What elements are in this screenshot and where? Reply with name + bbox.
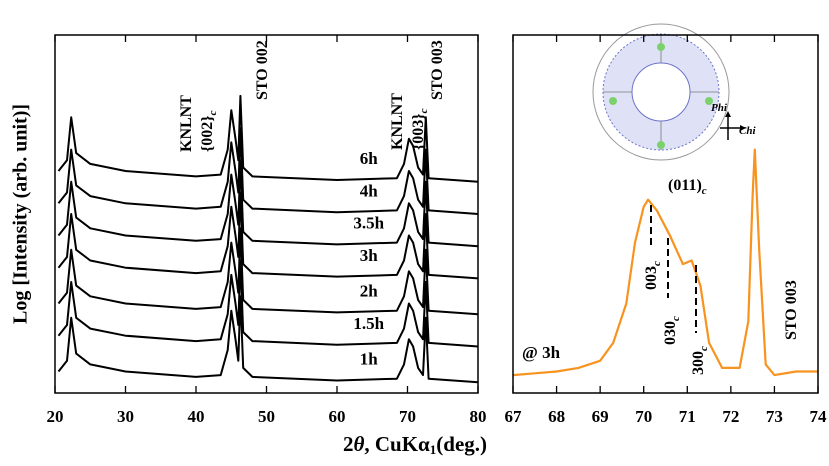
annotation: 003c (643, 261, 663, 290)
annotation-text: KNLNT (389, 93, 406, 150)
y-axis-title: Log [Intensity (arb. unit)] (10, 104, 32, 324)
x-tick-label: 40 (188, 407, 205, 426)
series-label: @ 3h (522, 343, 561, 362)
annotation-text: (011) (668, 177, 702, 194)
annotation: Chi (739, 125, 756, 137)
annotation-sub: c (418, 108, 430, 113)
x-axis-title-part: (deg.) (436, 432, 487, 456)
annotation: KNLNT (178, 95, 195, 152)
annotation-text: {002} (199, 115, 216, 152)
annotation: {003}c (410, 108, 430, 150)
annotation: 300c (690, 346, 710, 375)
annotation-text: 030 (662, 321, 679, 345)
annotation: Phi (711, 102, 728, 114)
x-tick-label: 68 (548, 407, 565, 426)
x-tick-label: 50 (258, 407, 275, 426)
series-label: 4h (360, 181, 379, 200)
x-axis-title: 2θ, CuKα1(deg.) (343, 432, 487, 457)
annotation-sub: c (702, 185, 707, 197)
series-label: 1.5h (353, 314, 384, 333)
annotation: {002}c (199, 110, 219, 152)
annotation-text: Phi (711, 102, 728, 114)
annotation: STO 002 (254, 40, 271, 100)
annotation-text: 300 (690, 351, 707, 375)
figure: 1h1.5h2h3h3.5h4h6h20304050607080KNLNT{00… (0, 0, 829, 466)
x-tick-label: 20 (47, 407, 64, 426)
x-tick-label: 67 (505, 407, 523, 426)
x-tick-label: 74 (810, 407, 828, 426)
x-tick-label: 69 (592, 407, 609, 426)
series-label: 2h (360, 282, 379, 301)
annotation: (011)c (668, 177, 707, 197)
x-tick-label: 60 (329, 407, 346, 426)
annotation-text: STO 002 (254, 40, 271, 100)
annotation: KNLNT (389, 93, 406, 150)
x-tick-label: 30 (117, 407, 134, 426)
annotation: STO 003 (783, 280, 800, 340)
series-label: 3.5h (353, 214, 384, 233)
x-axis-title-part: , CuKα (364, 432, 430, 456)
series-label: 3h (360, 246, 379, 265)
annotation-text: STO 003 (429, 40, 446, 100)
pole-figure (593, 24, 746, 160)
x-tick-label: 71 (679, 407, 696, 426)
annotation-text: Chi (739, 125, 756, 137)
annotation: STO 003 (429, 40, 446, 100)
x-axis-title-part: 2 (343, 432, 354, 456)
annotation-text: {003} (410, 113, 427, 150)
x-axis-title-part: θ (353, 432, 364, 456)
annotation-text: STO 003 (783, 280, 800, 340)
x-tick-label: 72 (722, 407, 739, 426)
annotation-sub: c (670, 316, 682, 321)
x-tick-label: 80 (470, 407, 487, 426)
annotation-sub: c (207, 110, 219, 115)
series-label: 1h (360, 350, 379, 369)
x-tick-label: 70 (635, 407, 652, 426)
series-label: 6h (360, 149, 379, 168)
x-tick-label: 73 (766, 407, 783, 426)
annotation-text: 003 (643, 266, 660, 290)
annotation-text: KNLNT (178, 95, 195, 152)
annotation-sub: c (698, 346, 710, 351)
annotation-sub: c (651, 261, 663, 266)
annotation: 030c (662, 316, 682, 345)
x-tick-label: 70 (399, 407, 416, 426)
